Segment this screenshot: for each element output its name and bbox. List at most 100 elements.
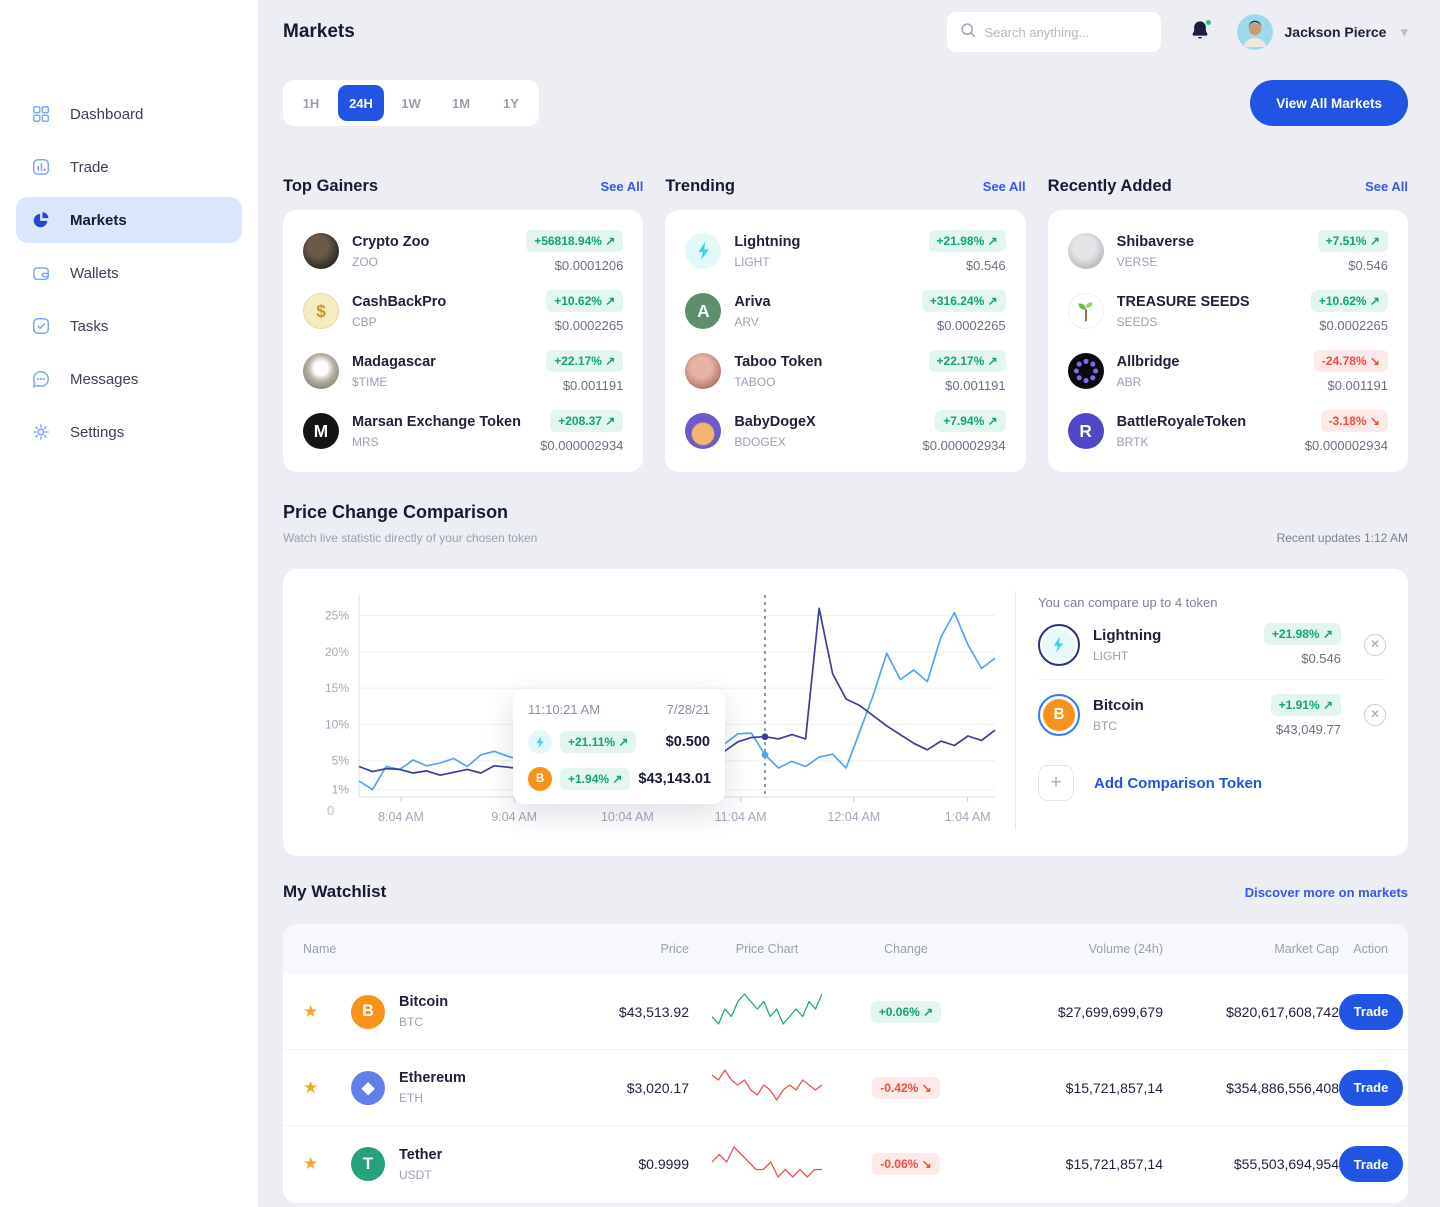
token-row[interactable]: $ CashBackPro CBP +10.62% ↗ $0.0002265 <box>303 285 624 337</box>
trade-button[interactable]: Trade <box>1339 1069 1403 1106</box>
see-all-link[interactable]: See All <box>1365 178 1408 194</box>
favorite-star-icon[interactable]: ★ <box>303 1001 319 1021</box>
discover-more-link[interactable]: Discover more on markets <box>1244 884 1408 900</box>
trade-button[interactable]: Trade <box>1339 1146 1403 1182</box>
token-icon-ring: B <box>1038 694 1080 736</box>
token-row[interactable]: TREASURE SEEDS SEEDS +10.62% ↗ $0.000226… <box>1067 285 1388 337</box>
token-name: Shibaverse <box>1116 233 1195 250</box>
avatar[interactable] <box>1236 14 1273 50</box>
svg-text:25%: 25% <box>325 609 349 623</box>
token-row[interactable]: Shibaverse VERSE +7.51% ↗ $0.546 <box>1067 225 1388 277</box>
sidebar-item-wallets[interactable]: Wallets <box>16 250 242 296</box>
watchlist-title: My Watchlist <box>283 882 387 901</box>
messages-bubble-icon <box>30 368 52 390</box>
token-symbol: USDT <box>399 1167 432 1182</box>
token-row[interactable]: M Marsan Exchange Token MRS +208.37 ↗ $0… <box>303 405 624 457</box>
token-row[interactable]: BabyDogeX BDOGEX +7.94% ↗ $0.000002934 <box>685 405 1006 457</box>
token-name: Ethereum <box>399 1070 466 1086</box>
markets-pie-icon <box>30 209 52 231</box>
sidebar-item-trade[interactable]: Trade <box>16 144 242 190</box>
token-symbol: BTC <box>399 1015 423 1029</box>
watchlist-row[interactable]: ★ B Bitcoin BTC $43,513.92 +0.06% ↗ $27,… <box>283 974 1408 1050</box>
token-name: Madagascar <box>352 353 436 370</box>
search-input[interactable] <box>984 24 1149 40</box>
token-price: $0.001191 <box>1327 377 1388 393</box>
token-row[interactable]: Allbridge ABR -24.78% ↘ $0.001191 <box>1067 345 1388 397</box>
tab-24h[interactable]: 24H <box>338 85 384 121</box>
token-row[interactable]: R BattleRoyaleToken BRTK -3.18% ↘ $0.000… <box>1067 405 1388 457</box>
tab-1w[interactable]: 1W <box>388 85 434 121</box>
compare-panel: You can compare up to 4 token Lightning … <box>1022 585 1408 846</box>
token-name: BabyDogeX <box>734 413 816 430</box>
tab-1m[interactable]: 1M <box>438 85 484 121</box>
token-symbol: BRTK <box>1116 434 1149 449</box>
plus-icon[interactable]: + <box>1038 765 1074 801</box>
tooltip-value: $43,143.01 <box>638 771 711 787</box>
see-all-link[interactable]: See All <box>982 178 1026 194</box>
remove-token-icon[interactable]: ✕ <box>1364 633 1386 656</box>
sidebar-item-tasks[interactable]: Tasks <box>16 303 242 349</box>
see-all-link[interactable]: See All <box>600 178 644 194</box>
sidebar-item-messages[interactable]: Messages <box>16 356 242 402</box>
change-badge: +10.62% ↗ <box>546 289 624 312</box>
token-symbol: MRS <box>352 434 379 449</box>
token-row[interactable]: Madagascar $TIME +22.17% ↗ $0.001191 <box>303 345 624 397</box>
token-icon <box>1067 233 1104 269</box>
token-name: TREASURE SEEDS <box>1116 293 1250 310</box>
chevron-down-icon[interactable]: ▾ <box>1400 24 1408 41</box>
token-row[interactable]: Lightning LIGHT +21.98% ↗ $0.546 <box>685 225 1006 277</box>
sidebar-item-label: Markets <box>70 211 127 229</box>
search-box[interactable] <box>946 12 1161 52</box>
sidebar-item-markets[interactable]: Markets <box>16 197 242 243</box>
token-symbol: ZOO <box>352 254 378 269</box>
trade-button[interactable]: Trade <box>1339 993 1403 1030</box>
column-header: Volume (24h) <box>1088 942 1163 956</box>
column-header: Change <box>884 942 928 956</box>
tab-1y[interactable]: 1Y <box>488 85 534 121</box>
token-icon: $ <box>303 293 339 329</box>
tab-1h[interactable]: 1H <box>288 85 334 121</box>
token-row[interactable]: Taboo Token TABOO +22.17% ↗ $0.001191 <box>685 345 1006 397</box>
token-price: $0.000002934 <box>540 437 624 453</box>
sidebar-item-label: Dashboard <box>70 105 144 123</box>
change-badge: +316.24% ↗ <box>921 289 1006 312</box>
column-header: Price Chart <box>735 942 799 956</box>
token-price: $0.546 <box>1348 257 1388 273</box>
svg-text:0: 0 <box>327 803 334 818</box>
token-price: $0.546 <box>965 257 1006 273</box>
favorite-star-icon[interactable]: ★ <box>303 1154 319 1173</box>
token-symbol: ABR <box>1116 374 1142 389</box>
market-cap-cell: $354,886,556,408 <box>1226 1079 1339 1096</box>
watchlist-row[interactable]: ★ ◆ Ethereum ETH $3,020.17 -0.42% ↘ $15,… <box>283 1050 1408 1126</box>
token-name: Lightning <box>1093 626 1162 644</box>
comparison-card: 25% 20% 15% 10% 5% 1% 0 8:04 AM 9:04 AM 10:04 AM 1… <box>283 569 1408 856</box>
column-header: Action <box>1353 942 1388 956</box>
token-symbol: LIGHT <box>1093 648 1129 663</box>
user-name[interactable]: Jackson Pierce <box>1284 24 1387 40</box>
comparison-chart[interactable]: 25% 20% 15% 10% 5% 1% 0 8:04 AM 9:04 AM 10:04 AM 1… <box>299 585 1013 846</box>
tasks-check-icon <box>30 315 52 337</box>
dashboard-grid-icon <box>30 103 52 125</box>
token-row[interactable]: Crypto Zoo ZOO +56818.94% ↗ $0.0001206 <box>303 225 624 277</box>
remove-token-icon[interactable]: ✕ <box>1364 704 1386 726</box>
token-symbol: VERSE <box>1116 254 1158 269</box>
price-cell: $43,513.92 <box>618 1003 689 1020</box>
token-name: Allbridge <box>1116 353 1180 370</box>
token-row[interactable]: A Ariva ARV +316.24% ↗ $0.0002265 <box>685 285 1006 337</box>
notification-bell-icon[interactable] <box>1189 19 1213 45</box>
settings-gear-icon <box>30 421 52 443</box>
sidebar-item-settings[interactable]: Settings <box>16 409 242 455</box>
favorite-star-icon[interactable]: ★ <box>303 1077 319 1097</box>
coin-glyph: B <box>1053 706 1065 723</box>
sidebar-item-dashboard[interactable]: Dashboard <box>16 91 242 137</box>
watchlist-row[interactable]: ★ T Tether USDT $0.9999 -0.06% ↘ $15,721… <box>283 1126 1408 1202</box>
view-all-markets-button[interactable]: View All Markets <box>1250 80 1408 126</box>
change-badge: -24.78% ↘ <box>1313 349 1388 372</box>
token-icon <box>685 413 722 449</box>
comparison-title: Price Change Comparison <box>283 502 509 522</box>
coin-glyph: $ <box>316 300 326 321</box>
token-name: Marsan Exchange Token <box>352 413 521 430</box>
token-symbol: LIGHT <box>734 254 770 269</box>
coin-glyph: A <box>697 300 710 321</box>
add-comparison-token-link[interactable]: Add Comparison Token <box>1094 774 1263 792</box>
